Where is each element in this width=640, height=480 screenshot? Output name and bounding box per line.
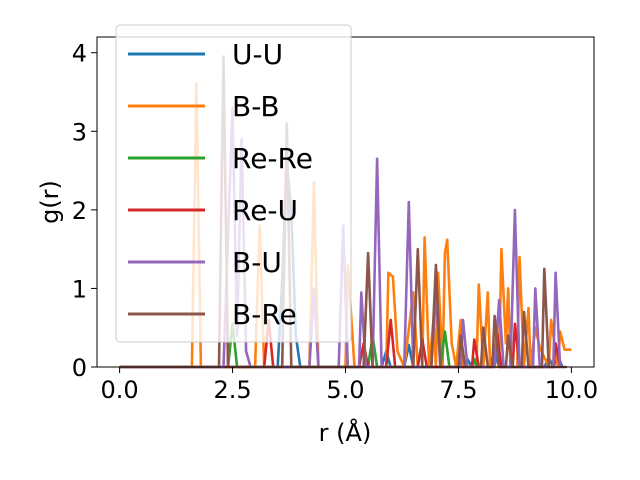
- legend-label: B-Re: [232, 298, 297, 331]
- x-tick-label: 2.5: [213, 376, 251, 404]
- y-axis: 0 1 2 3 4: [72, 40, 97, 382]
- y-tick-label: 3: [72, 118, 87, 146]
- x-tick-label: 7.5: [439, 376, 477, 404]
- y-tick-label: 4: [72, 40, 87, 68]
- legend-box: [115, 24, 352, 343]
- x-axis-label: r (Å): [319, 418, 372, 447]
- x-tick-label: 10.0: [545, 376, 598, 404]
- y-tick-label: 1: [72, 275, 87, 303]
- legend-label: Re-Re: [232, 142, 313, 175]
- legend-label: B-B: [232, 90, 280, 123]
- y-axis-label: g(r): [36, 180, 64, 224]
- y-tick-label: 0: [72, 354, 87, 382]
- legend-label: B-U: [232, 246, 282, 279]
- x-tick-label: 0.0: [101, 376, 139, 404]
- x-axis: 0.0 2.5 5.0 7.5 10.0: [101, 367, 598, 404]
- y-tick-label: 2: [72, 197, 87, 225]
- x-tick-label: 5.0: [326, 376, 364, 404]
- legend: U-U B-B Re-Re Re-U B-U B-Re: [115, 24, 352, 343]
- legend-label: Re-U: [232, 194, 298, 227]
- legend-label: U-U: [232, 38, 283, 71]
